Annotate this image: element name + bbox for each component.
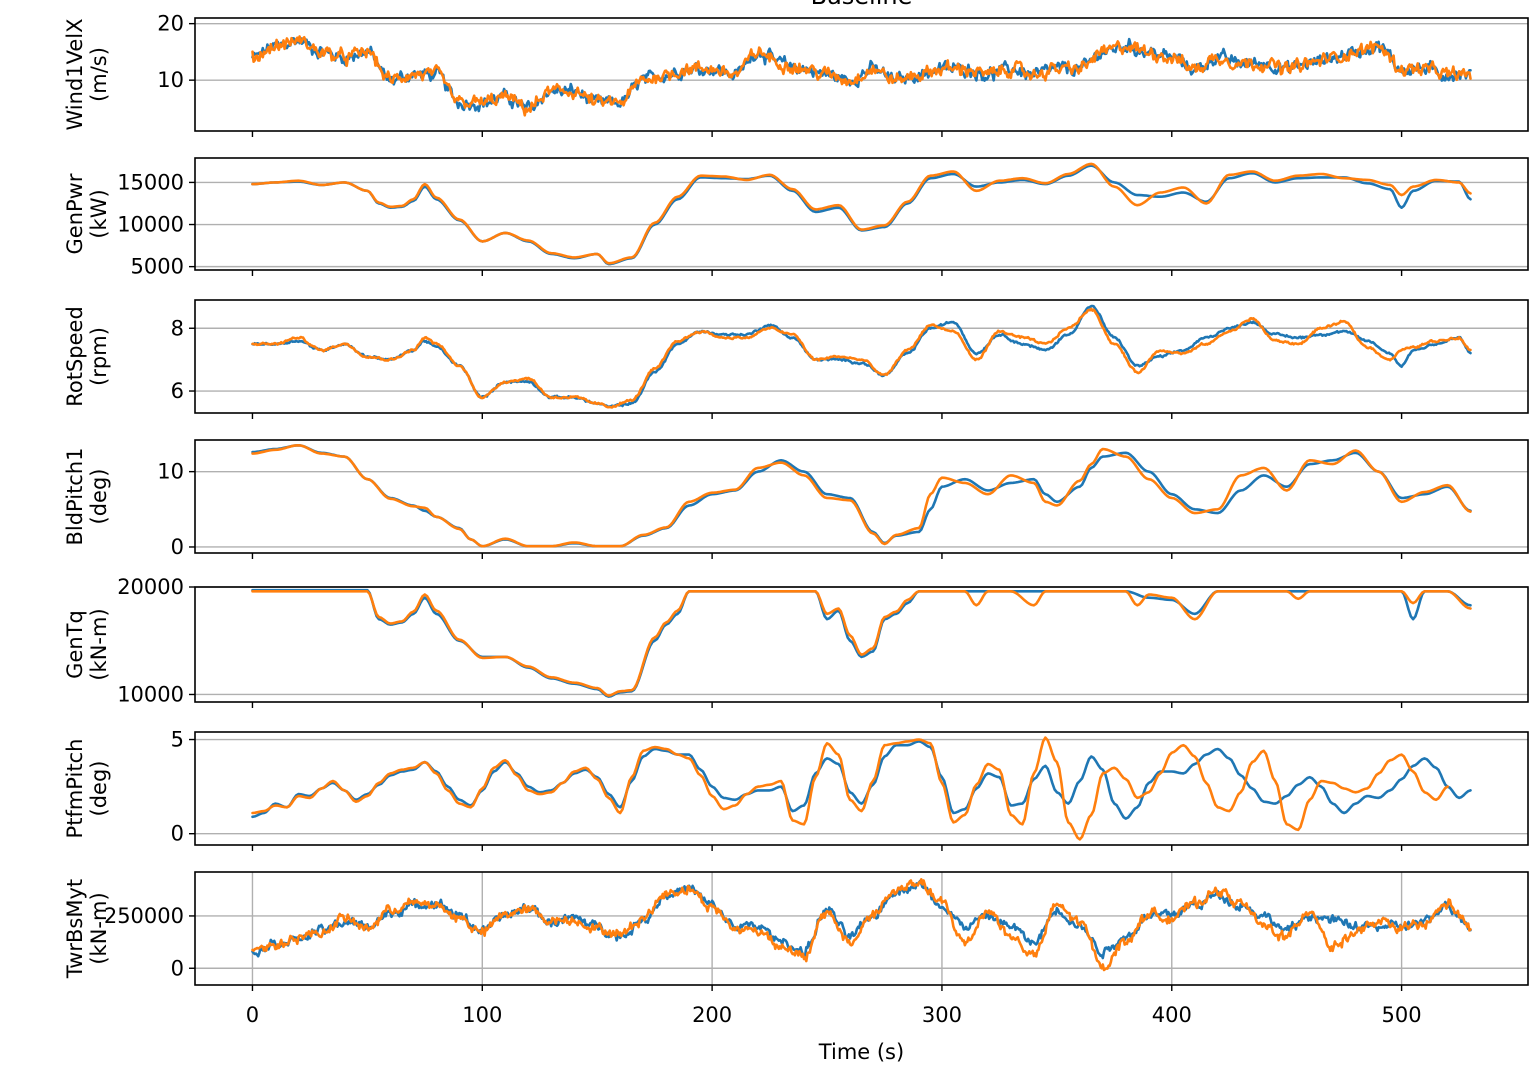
y-tick-label: 8 <box>171 316 184 340</box>
y-axis-label-line: (kW) <box>87 189 111 238</box>
series-2-line <box>251 443 1472 548</box>
y-axis-label-line: (m/s) <box>87 47 111 102</box>
series-1-line <box>251 443 1472 548</box>
series-2-line <box>251 736 1449 841</box>
series-1-line <box>251 36 1472 113</box>
series-1-line <box>251 879 1472 960</box>
y-tick-label: 5 <box>171 728 184 752</box>
y-axis-label: GenTq(kN-m) <box>63 608 111 680</box>
axis-frame <box>194 586 1529 703</box>
y-axis-label-line: PtfmPitch <box>63 739 87 839</box>
y-tick-label: 10000 <box>117 213 184 237</box>
chart-title: Baseline <box>811 0 913 10</box>
subplot-3: 6 8 RotSpeed(rpm) <box>63 299 1529 419</box>
x-tick-label: 300 <box>922 1003 962 1027</box>
y-axis-label: Wind1VelX(m/s) <box>63 18 111 130</box>
subplot-1: 10 20 Wind1VelX(m/s) <box>63 12 1529 137</box>
y-axis-label: RotSpeed(rpm) <box>63 306 111 407</box>
y-tick-label: 5000 <box>131 255 184 279</box>
series-2-line <box>251 589 1472 697</box>
axis-frame <box>194 157 1529 271</box>
x-tick-label: 100 <box>462 1003 502 1027</box>
y-axis-label-line: TwrBsMyt <box>63 879 87 979</box>
series-2-line <box>251 162 1472 265</box>
x-tick-label: 400 <box>1152 1003 1192 1027</box>
x-tick-label: 500 <box>1382 1003 1422 1027</box>
y-axis-label-line: BldPitch1 <box>63 447 87 545</box>
series-1-line <box>251 740 1472 820</box>
y-tick-label: 250000 <box>104 904 184 928</box>
axis-frame <box>194 731 1529 846</box>
y-tick-label: 0 <box>171 535 184 559</box>
y-axis-label: TwrBsMyt(kN-m) <box>63 879 111 979</box>
y-axis-label-line: (deg) <box>87 469 111 525</box>
y-axis-label-line: Wind1VelX <box>63 18 87 130</box>
y-axis-label: BldPitch1(deg) <box>63 447 111 545</box>
y-axis-label-line: (rpm) <box>87 327 111 386</box>
series-2-line <box>251 877 1472 972</box>
y-axis-label-line: GenPwr <box>63 173 87 254</box>
axis-frame <box>194 871 1529 986</box>
y-tick-label: 10 <box>157 68 184 92</box>
series-2-line <box>251 307 1472 409</box>
x-tick-label: 200 <box>692 1003 732 1027</box>
subplot-4: 0 10 BldPitch1(deg) <box>63 439 1529 559</box>
y-axis-label-line: RotSpeed <box>63 306 87 407</box>
y-axis-label: GenPwr(kW) <box>63 173 111 254</box>
y-tick-label: 15000 <box>117 170 184 194</box>
y-tick-label: 20000 <box>117 575 184 599</box>
y-axis-label-line: (kN-m) <box>87 608 111 680</box>
x-tick-label: 0 <box>246 1003 259 1027</box>
y-tick-label: 0 <box>171 822 184 846</box>
y-axis-label-line: GenTq <box>63 610 87 679</box>
x-tick-labels: 0 100 200 300 400 500 <box>246 1003 1422 1027</box>
series-2-line <box>251 35 1472 117</box>
y-tick-label: 0 <box>171 956 184 980</box>
y-axis-label: PtfmPitch(deg) <box>63 739 111 839</box>
subplot-panels: 1020Wind1VelX(m/s)50001000015000GenPwr(k… <box>63 12 1529 991</box>
axis-frame <box>194 439 1529 554</box>
y-tick-label: 20 <box>157 12 184 36</box>
y-axis-label-line: (deg) <box>87 761 111 817</box>
axis-frame <box>194 299 1529 414</box>
y-axis-label-line: (kN-m) <box>87 892 111 964</box>
y-tick-label: 10000 <box>117 682 184 706</box>
series-1-line <box>251 588 1472 698</box>
subplot-6: 0 5 PtfmPitch(deg) <box>63 728 1529 851</box>
x-axis-label: Time (s) <box>818 1040 904 1064</box>
axis-frame <box>194 17 1529 132</box>
y-tick-label: 6 <box>171 379 184 403</box>
series-1-line <box>251 164 1472 266</box>
y-tick-label: 10 <box>157 460 184 484</box>
